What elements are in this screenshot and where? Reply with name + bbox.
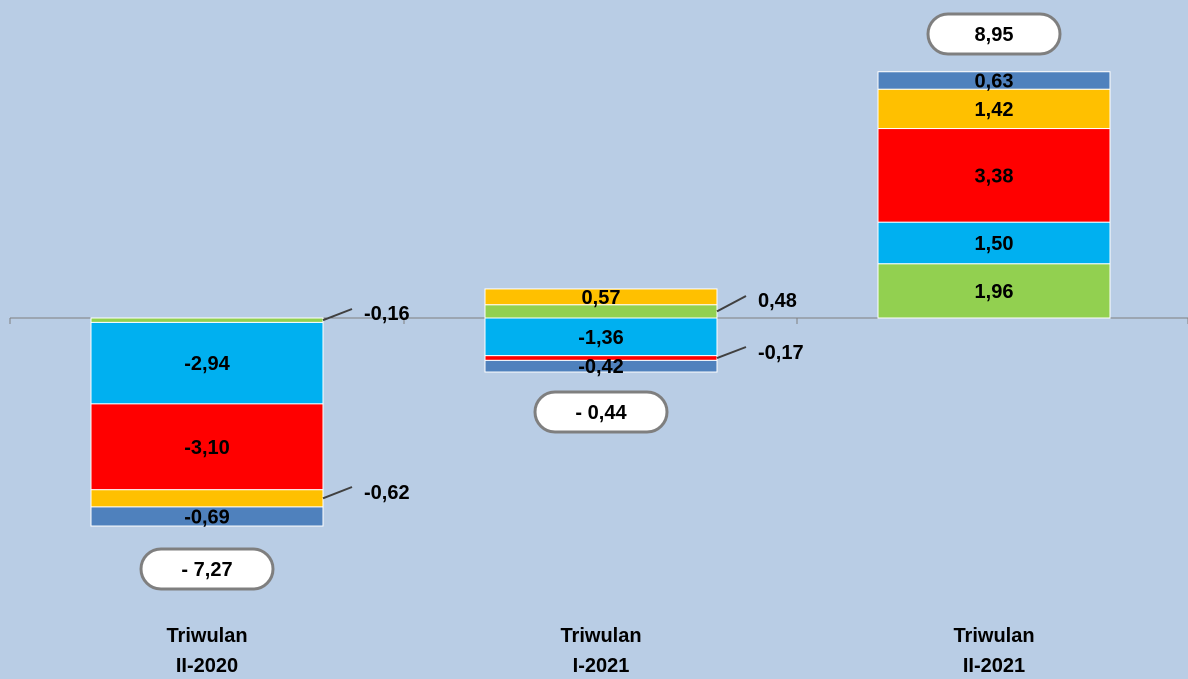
bar-segment-1-4	[484, 359, 718, 373]
data-label-0-1: -2,94	[184, 353, 230, 375]
callout-line-1-0	[716, 295, 747, 313]
bar-group-1	[484, 288, 718, 373]
bar-segment-0-2	[90, 403, 324, 491]
data-label-1-1: 0,57	[582, 287, 621, 309]
bars-layer	[90, 71, 1111, 527]
total-pill-2	[926, 12, 1062, 56]
callout-line-0-3	[322, 486, 353, 500]
labels-layer: -0,16 -2,94 -3,10 -0,62 -0,69 - 7,27 Triwulan I…	[139, 12, 1062, 677]
data-label-1-4: -0,42	[578, 356, 624, 378]
category-label-2-0: Triwulan	[953, 625, 1034, 647]
bar-group-0	[90, 317, 324, 527]
category-label-0-1: II-2020	[176, 655, 238, 677]
category-label-1-1: I-2021	[573, 655, 630, 677]
callout-line-1-3	[716, 346, 747, 359]
category-label-1-0: Triwulan	[560, 625, 641, 647]
total-pill-1	[533, 390, 669, 434]
data-label-2-2: 3,38	[975, 165, 1014, 187]
bar-segment-0-3	[90, 489, 324, 508]
total-label-0: - 7,27	[181, 559, 232, 581]
bar-segment-2-1	[877, 221, 1111, 265]
data-label-0-4: -0,69	[184, 506, 230, 528]
bar-segment-2-2	[877, 128, 1111, 223]
bar-segment-1-1	[484, 288, 718, 306]
bar-group-2	[877, 71, 1111, 319]
bar-segment-2-3	[877, 88, 1111, 130]
category-label-0-0: Triwulan	[166, 625, 247, 647]
data-label-0-0: -0,16	[364, 303, 410, 325]
data-label-0-3: -0,62	[364, 482, 410, 504]
data-label-1-2: -1,36	[578, 327, 624, 349]
data-label-1-3: -0,17	[758, 342, 804, 364]
data-label-2-4: 0,63	[975, 70, 1014, 92]
total-label-2: 8,95	[975, 24, 1014, 46]
data-label-2-0: 1,96	[975, 281, 1014, 303]
bar-segment-0-0	[90, 317, 324, 323]
data-label-2-1: 1,50	[975, 233, 1014, 255]
total-pill-0	[139, 547, 275, 591]
callout-line-0-0	[322, 308, 353, 322]
category-label-2-1: II-2021	[963, 655, 1025, 677]
bar-segment-0-1	[90, 321, 324, 405]
data-label-2-3: 1,42	[975, 99, 1014, 121]
total-label-1: - 0,44	[575, 402, 627, 424]
bar-segment-0-4	[90, 506, 324, 527]
bar-segment-2-4	[877, 71, 1111, 90]
data-label-0-2: -3,10	[184, 437, 230, 459]
data-label-1-0: 0,48	[758, 290, 797, 312]
